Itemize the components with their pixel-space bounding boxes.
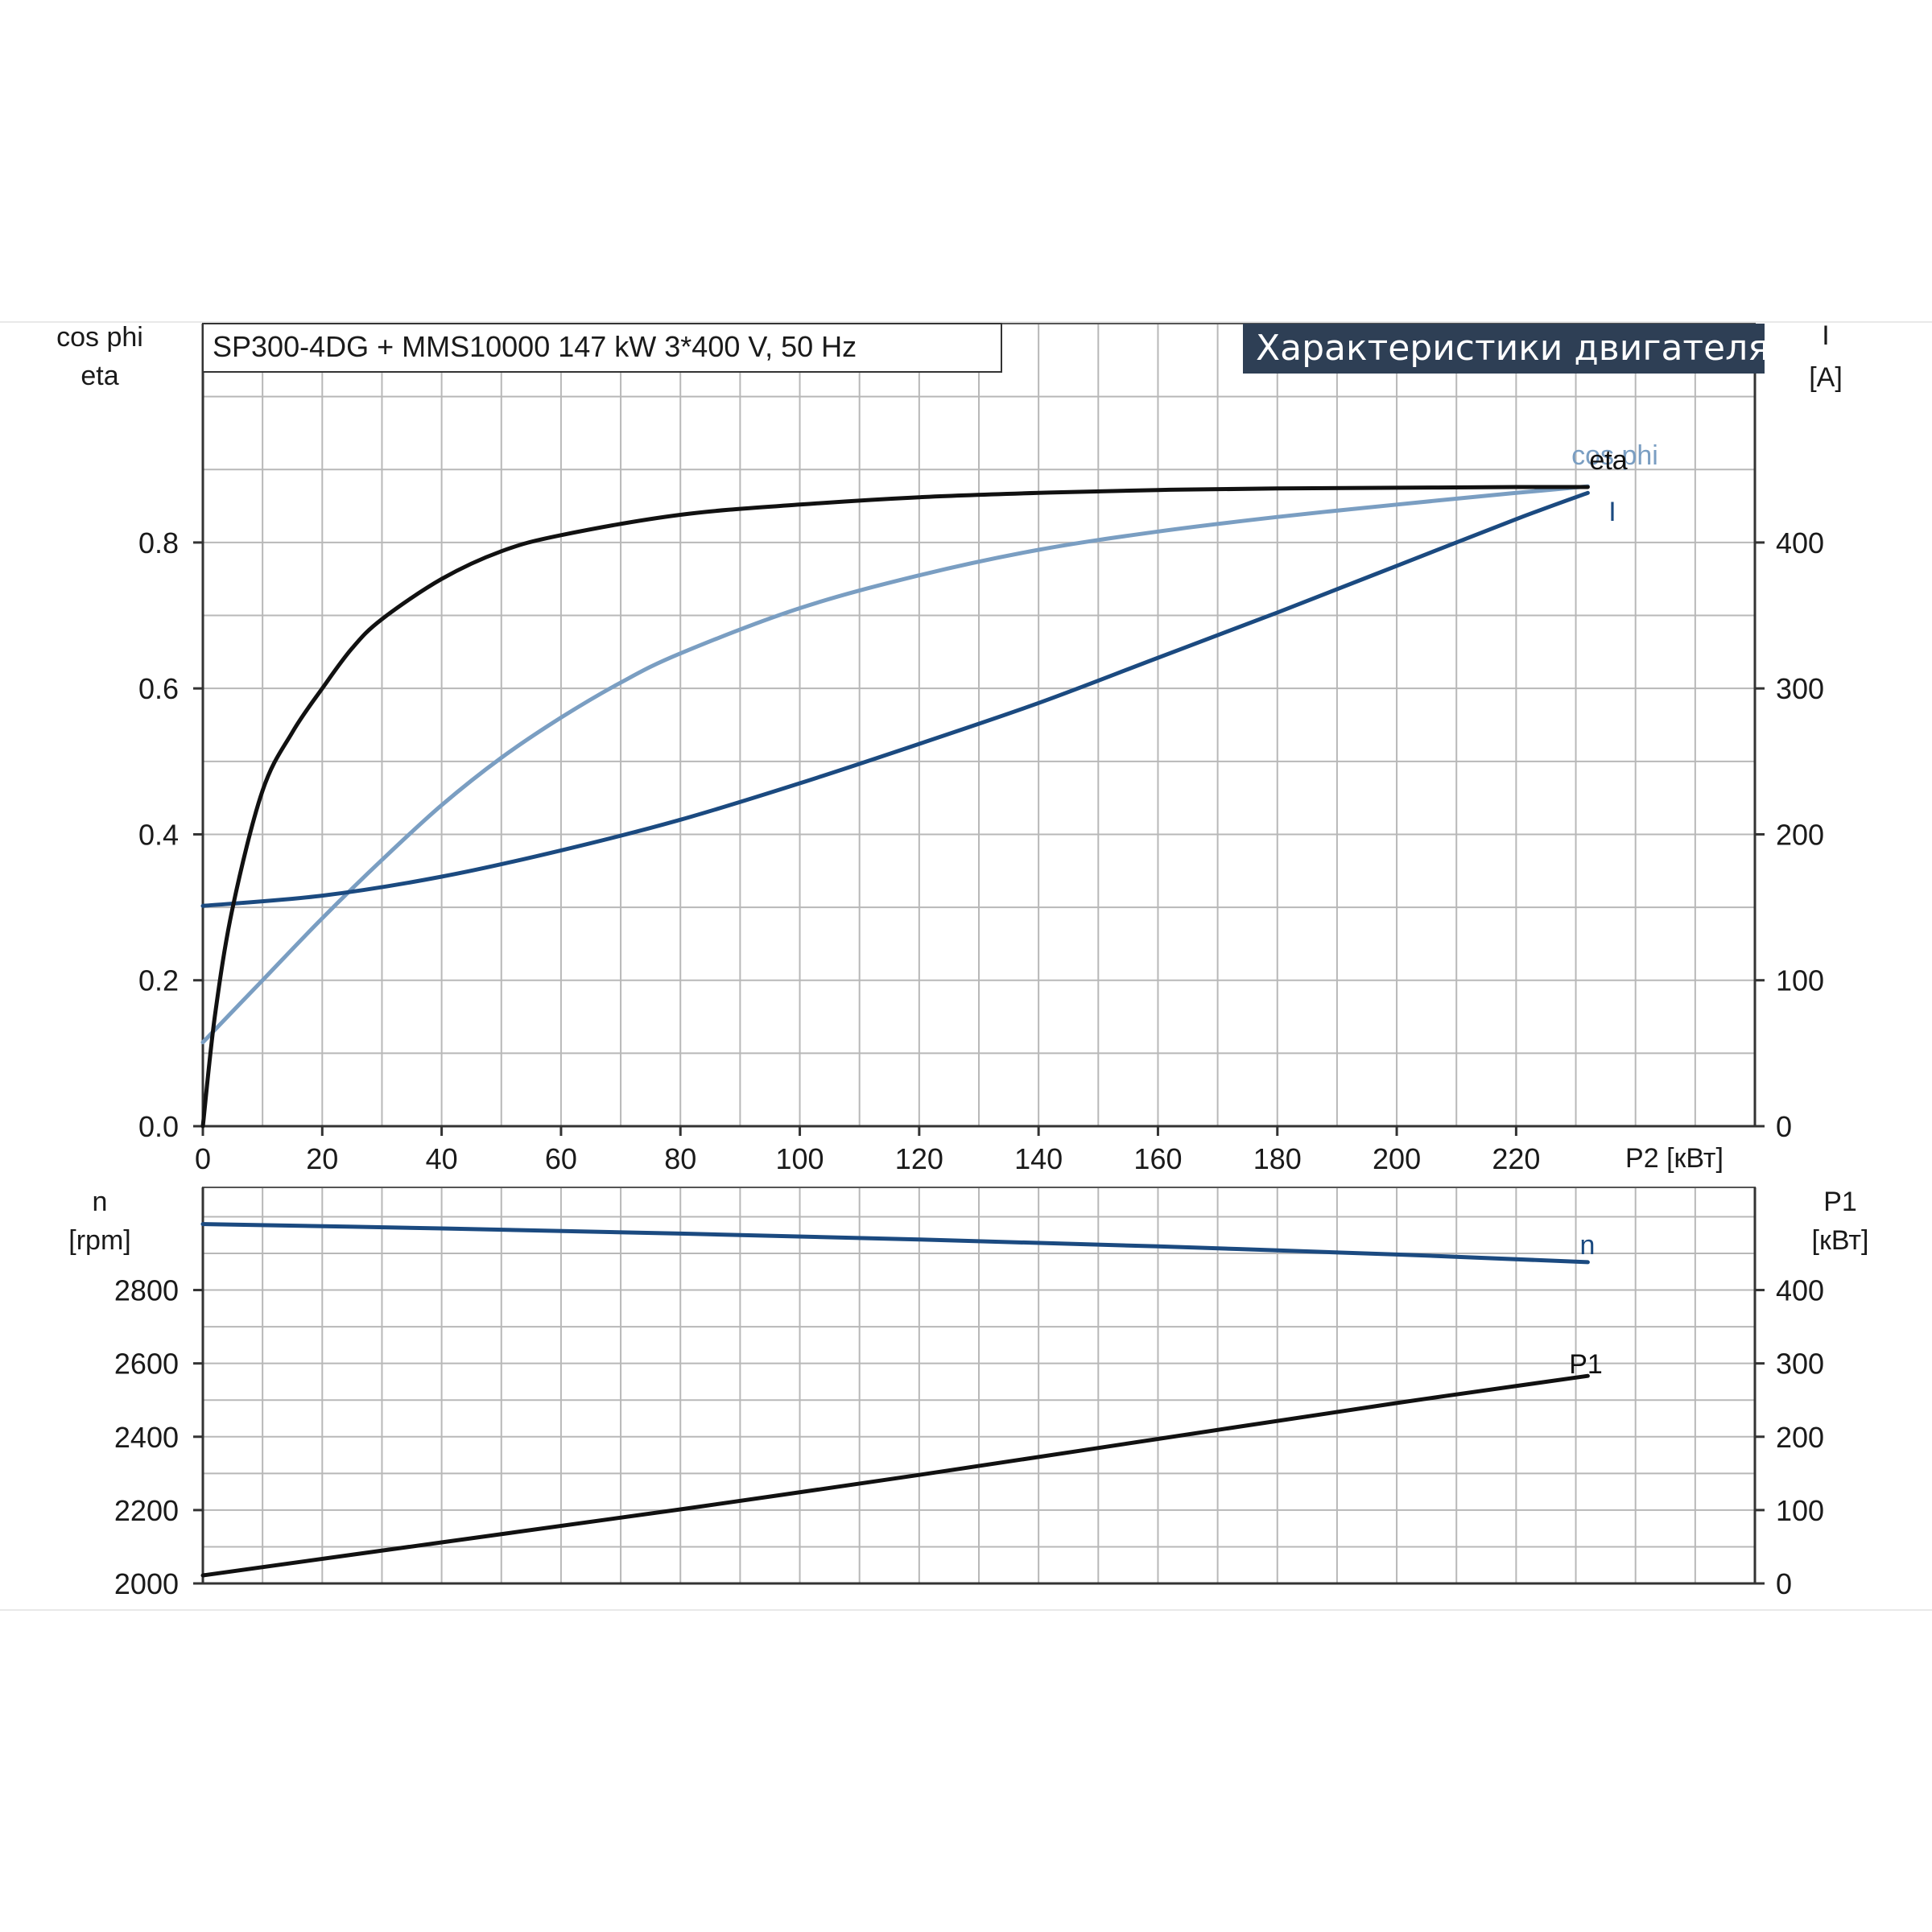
info-box xyxy=(202,323,1002,373)
x-axis-title: P2 [кВт] xyxy=(1625,1143,1724,1174)
eta-curve-label: eta xyxy=(1589,445,1627,476)
p1-tick-label: 100 xyxy=(1776,1494,1824,1527)
x-tick-label: 80 xyxy=(664,1142,696,1175)
top-left-axis-title-1: cos phi xyxy=(56,322,143,353)
x-tick-label: 160 xyxy=(1133,1142,1182,1175)
x-tick-label: 220 xyxy=(1492,1142,1540,1175)
cos-phi-curve-label: cos phi xyxy=(1571,440,1658,471)
banner xyxy=(1243,324,1765,374)
eta-curve xyxy=(200,485,1590,1129)
input-power-curve xyxy=(200,1373,1590,1578)
n-tick-label: 2000 xyxy=(114,1567,179,1600)
n-tick-label: 2600 xyxy=(114,1348,179,1381)
y2-tick-label: 200 xyxy=(1776,818,1824,851)
tick-labels: 0 20 40 60 80 100 120 140 160 180 200 220 0.0 0.2 0.4 0… xyxy=(114,526,1824,1600)
top-left-axis-title-2: eta xyxy=(80,361,118,391)
n-tick-label: 2200 xyxy=(114,1494,179,1527)
y2-tick-label: 300 xyxy=(1776,672,1824,705)
speed-curve-label: n xyxy=(1580,1230,1596,1261)
y2-tick-label: 400 xyxy=(1776,526,1824,559)
y-tick-label: 0.2 xyxy=(138,964,179,997)
y2-tick-label: 0 xyxy=(1776,1110,1792,1143)
input-power-curve-label: P1 xyxy=(1569,1349,1603,1380)
p1-tick-label: 0 xyxy=(1776,1567,1792,1600)
cos-phi-curve xyxy=(200,484,1590,1045)
x-tick-label: 20 xyxy=(306,1142,338,1175)
current-curve xyxy=(200,490,1590,908)
x-tick-label: 100 xyxy=(775,1142,824,1175)
n-tick-label: 2800 xyxy=(114,1274,179,1307)
top-right-axis-title-2: [A] xyxy=(1809,362,1843,393)
banner-text: Характеристики двигателя xyxy=(1256,328,1769,369)
current-curve-label: I xyxy=(1608,497,1616,527)
x-tick-label: 140 xyxy=(1014,1142,1063,1175)
n-tick-label: 2400 xyxy=(114,1421,179,1454)
bottom-right-axis-title-2: [кВт] xyxy=(1812,1225,1869,1256)
bottom-left-axis-title-2: [rpm] xyxy=(68,1225,130,1256)
x-tick-label: 0 xyxy=(195,1142,211,1175)
p1-tick-label: 200 xyxy=(1776,1421,1824,1454)
y-tick-label: 0.0 xyxy=(138,1110,179,1143)
bottom-plot-grid xyxy=(203,1187,1755,1583)
speed-curve xyxy=(200,1222,1590,1265)
p1-tick-label: 400 xyxy=(1776,1274,1824,1307)
x-tick-label: 180 xyxy=(1253,1142,1302,1175)
x-tick-label: 60 xyxy=(545,1142,577,1175)
y2-tick-label: 100 xyxy=(1776,964,1824,997)
x-tick-label: 120 xyxy=(895,1142,943,1175)
p1-tick-label: 300 xyxy=(1776,1348,1824,1381)
y-tick-label: 0.6 xyxy=(138,672,179,705)
x-tick-label: 200 xyxy=(1373,1142,1421,1175)
top-right-axis-title-1: I xyxy=(1822,320,1829,351)
info-text: SP300-4DG + MMS10000 147 kW 3*400 V, 50 … xyxy=(213,330,857,363)
bottom-left-axis-title-1: n xyxy=(93,1187,108,1217)
x-tick-label: 40 xyxy=(426,1142,458,1175)
bottom-right-axis-title-1: P1 xyxy=(1823,1187,1857,1217)
y-tick-label: 0.4 xyxy=(138,818,179,851)
y-tick-label: 0.8 xyxy=(138,526,179,559)
